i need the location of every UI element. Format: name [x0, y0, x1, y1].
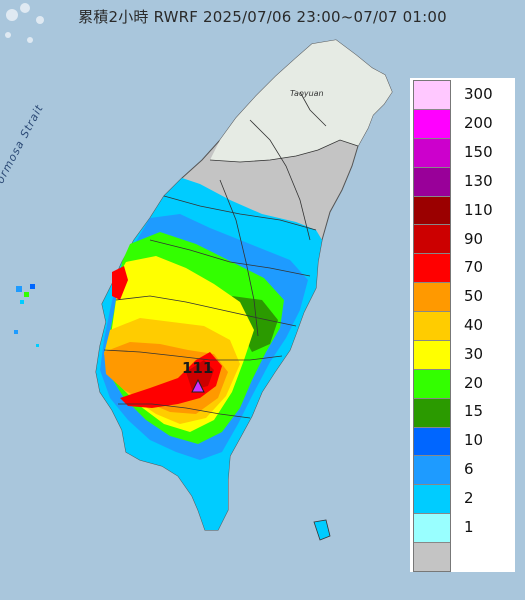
legend-color-bar	[413, 80, 451, 572]
legend-label: 50	[464, 287, 484, 306]
legend-label: 300	[464, 85, 493, 104]
legend-swatch	[414, 312, 450, 341]
legend-label: 40	[464, 316, 484, 334]
cloud-speckles	[5, 3, 44, 43]
map-title: 累積2小時 RWRF 2025/07/06 23:00~07/07 01:00	[78, 8, 447, 26]
legend-swatch	[414, 138, 450, 168]
legend-swatch	[414, 254, 450, 284]
legend-label: 130	[464, 171, 493, 190]
legend-swatch	[414, 398, 450, 428]
legend-swatch	[414, 427, 450, 457]
green-island	[313, 519, 331, 541]
max-rain-marker	[191, 378, 205, 393]
legend-label: 6	[464, 460, 474, 479]
rain-dark-red	[186, 360, 214, 390]
legend-label: 10	[464, 431, 484, 450]
legend-swatch	[414, 283, 450, 312]
legend-swatch	[414, 81, 450, 110]
legend-label: 2	[464, 488, 474, 507]
legend-label: 110	[464, 200, 493, 219]
legend-swatch	[414, 456, 450, 486]
rain-red-streak	[112, 266, 128, 300]
legend-swatch	[414, 225, 450, 255]
legend-label: 90	[464, 229, 484, 248]
county-borders	[103, 91, 359, 419]
legend-swatch	[414, 196, 450, 226]
legend-label: 1	[464, 517, 474, 536]
legend-swatch	[414, 369, 450, 399]
legend-swatch	[414, 167, 450, 197]
max-value-label: 111	[182, 359, 214, 377]
legend-labels: 300 200 150 130 110 90 70 50 40 30 20 15 10 6 2 1	[460, 78, 515, 572]
legend-label: 150	[464, 143, 493, 162]
legend-label: 30	[464, 344, 484, 363]
city-label: Taoyuan	[290, 89, 324, 98]
legend-label: 200	[464, 114, 493, 133]
north-terrain	[210, 40, 392, 162]
legend-label: 20	[464, 373, 484, 392]
legend-swatch	[414, 514, 450, 543]
legend-swatch	[414, 543, 450, 571]
legend-label: 15	[464, 402, 484, 421]
color-legend: 300 200 150 130 110 90 70 50 40 30 20 15 10 6 2 1	[410, 78, 515, 572]
legend-swatch	[414, 109, 450, 139]
penghu-rain	[14, 284, 39, 347]
legend-swatch	[414, 340, 450, 370]
legend-label: 70	[464, 258, 484, 277]
legend-swatch	[414, 485, 450, 515]
